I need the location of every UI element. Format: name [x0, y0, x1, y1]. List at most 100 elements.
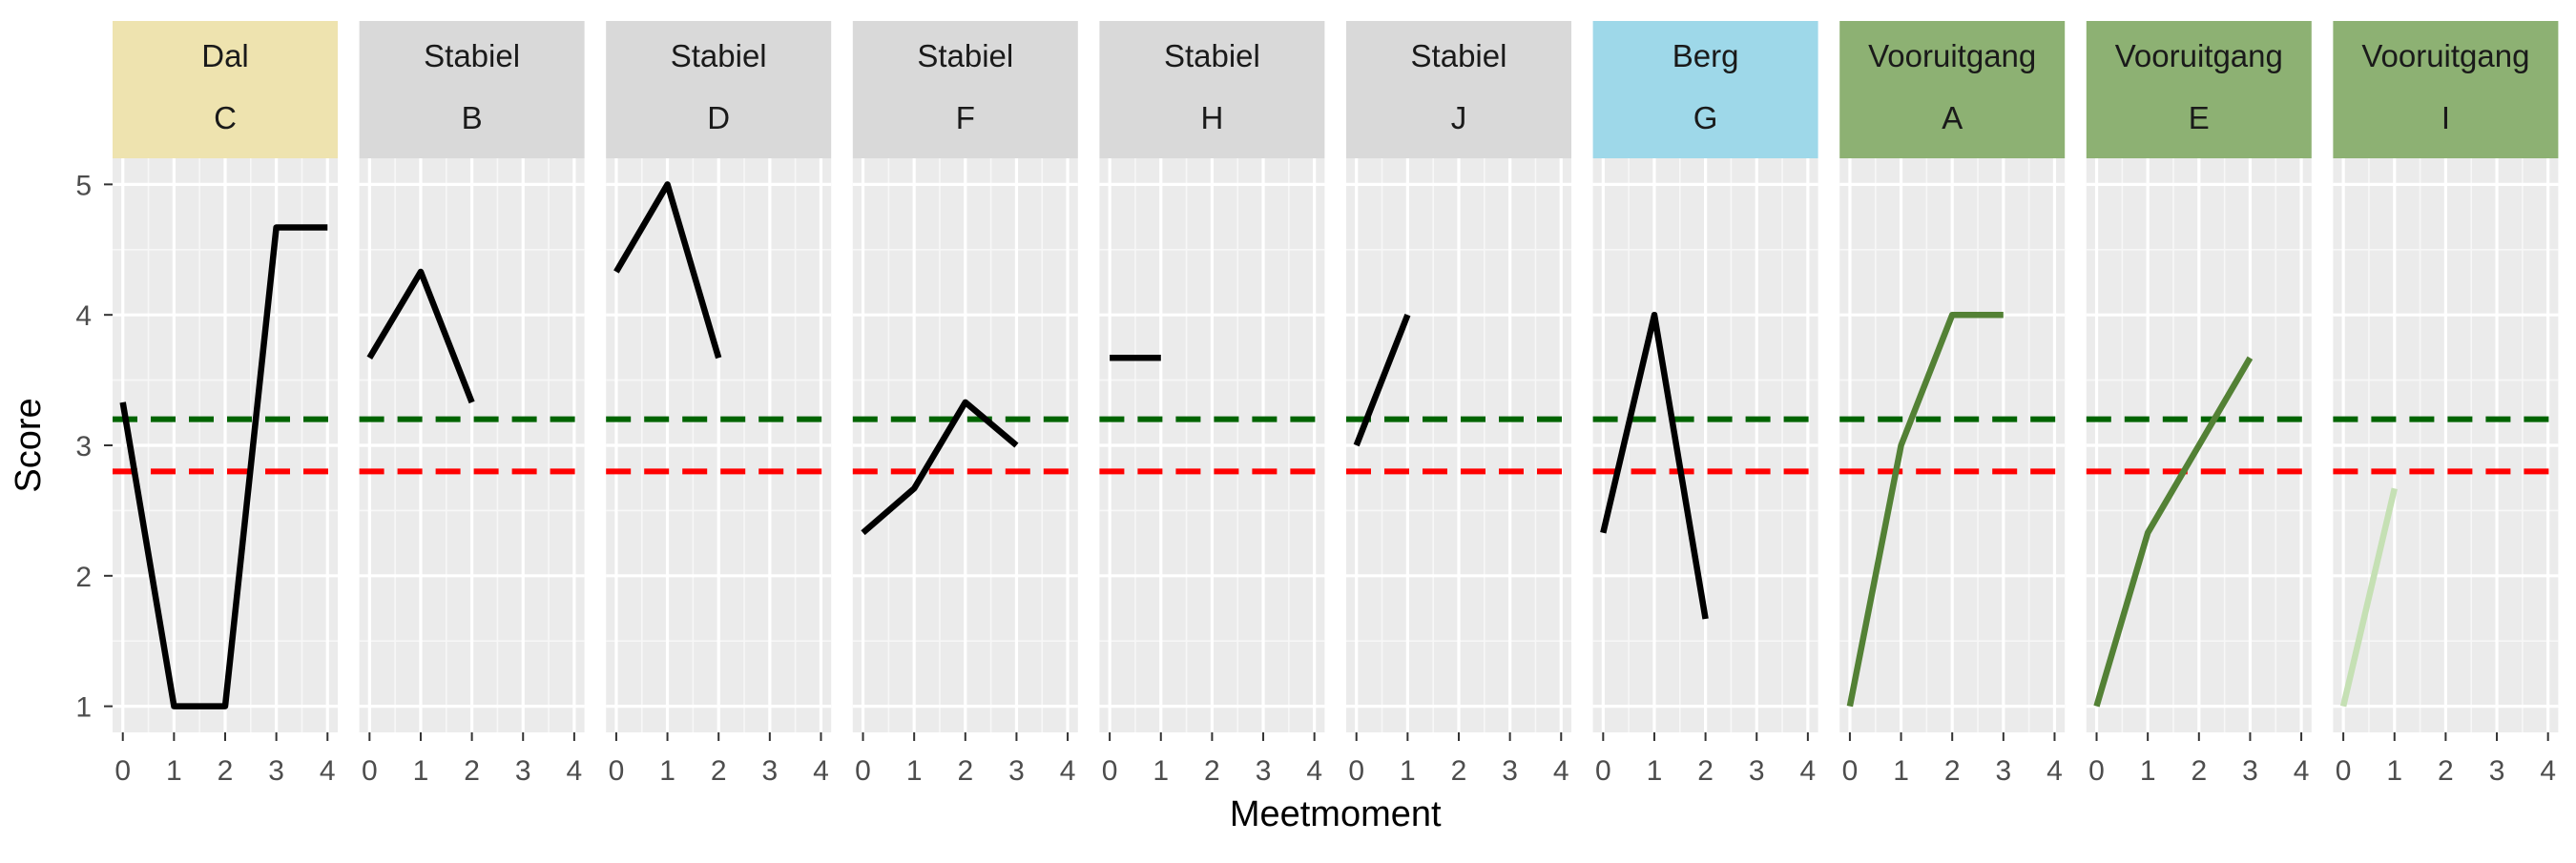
series-line-G — [1600, 311, 1709, 620]
x-tick-label: 1 — [1893, 755, 1909, 787]
series-line-I — [2339, 487, 2398, 708]
panel-I: Vooruitgang I 0 1 2 3 4 — [2333, 21, 2559, 787]
x-tick-label: 1 — [1647, 755, 1663, 787]
x-tick-label: 2 — [2438, 755, 2454, 787]
x-tick-label: 4 — [2046, 755, 2063, 787]
y-axis: 1 2 3 4 5 — [75, 170, 113, 724]
x-tick-label: 3 — [515, 755, 531, 787]
strip-background — [852, 21, 1078, 158]
strip-background — [2333, 21, 2559, 158]
strip-id-label: C — [214, 100, 237, 135]
strip-id-label: E — [2189, 100, 2210, 135]
x-tick-label: 3 — [1749, 755, 1765, 787]
x-tick-label: 2 — [1697, 755, 1714, 787]
strip-id-label: D — [707, 100, 730, 135]
strip-background — [1099, 21, 1325, 158]
x-tick-label: 1 — [2140, 755, 2156, 787]
panel-J: Stabiel J 0 1 2 3 4 — [1346, 21, 1571, 787]
x-tick-label: 1 — [2386, 755, 2402, 787]
panel-C: Dal C 0 1 2 3 4 — [113, 21, 338, 787]
x-tick-label: 0 — [2088, 755, 2105, 787]
x-tick-label: 1 — [906, 755, 923, 787]
series-line-D — [613, 181, 722, 360]
strip-id-label: A — [1942, 100, 1963, 135]
x-tick-label: 3 — [268, 755, 284, 787]
y-tick-label: 4 — [75, 300, 92, 332]
x-tick-label: 2 — [957, 755, 973, 787]
x-tick-label: 3 — [1256, 755, 1272, 787]
strip-category-label: Dal — [201, 38, 249, 73]
strip-category-label: Berg — [1672, 38, 1739, 73]
strip-category-label: Stabiel — [424, 38, 520, 73]
x-tick-label: 2 — [464, 755, 480, 787]
strip-category-label: Stabiel — [671, 38, 767, 73]
x-tick-label: 1 — [166, 755, 182, 787]
x-tick-label: 0 — [609, 755, 625, 787]
x-tick-label: 0 — [1842, 755, 1859, 787]
strip-category-label: Vooruitgang — [2115, 38, 2283, 73]
strip-background — [359, 21, 585, 158]
strip-id-label: F — [956, 100, 975, 135]
x-tick-label: 0 — [114, 755, 131, 787]
strip-id-label: H — [1200, 100, 1223, 135]
x-tick-label: 1 — [659, 755, 675, 787]
y-axis-title: Score — [9, 398, 49, 492]
x-tick-label: 3 — [1502, 755, 1518, 787]
x-tick-label: 0 — [2336, 755, 2352, 787]
x-tick-label: 0 — [1348, 755, 1364, 787]
series-line-B — [366, 268, 475, 404]
x-tick-label: 0 — [855, 755, 871, 787]
x-tick-label: 2 — [1944, 755, 1961, 787]
x-tick-label: 4 — [1306, 755, 1322, 787]
x-tick-label: 4 — [1060, 755, 1076, 787]
strip-id-label: G — [1693, 100, 1718, 135]
x-tick-label: 3 — [1995, 755, 2011, 787]
strip-category-label: Vooruitgang — [1868, 38, 2036, 73]
series-line-A — [1846, 311, 2004, 708]
y-tick-label: 1 — [75, 692, 92, 724]
panel-B: Stabiel B 0 1 2 3 4 — [359, 21, 585, 787]
x-tick-label: 2 — [1451, 755, 1467, 787]
panel-F: Stabiel F 0 1 2 3 4 — [852, 21, 1078, 787]
series-line-C — [119, 224, 328, 709]
strip-background — [606, 21, 832, 158]
x-tick-label: 2 — [2191, 755, 2207, 787]
strip-background — [2086, 21, 2312, 158]
strip-category-label: Stabiel — [1411, 38, 1507, 73]
x-tick-label: 2 — [218, 755, 234, 787]
x-tick-label: 0 — [362, 755, 378, 787]
panel-E: Vooruitgang E 0 1 2 3 4 — [2086, 21, 2312, 787]
x-tick-label: 1 — [413, 755, 429, 787]
x-tick-label: 0 — [1102, 755, 1118, 787]
strip-category-label: Stabiel — [917, 38, 1013, 73]
x-tick-label: 2 — [711, 755, 727, 787]
panel-G: Berg G 0 1 2 3 4 — [1592, 21, 1818, 787]
x-tick-label: 4 — [2294, 755, 2310, 787]
x-tick-label: 1 — [1153, 755, 1169, 787]
x-tick-label: 3 — [1008, 755, 1025, 787]
y-tick-label: 3 — [75, 431, 92, 462]
strip-background — [1592, 21, 1818, 158]
series-line-F — [861, 399, 1019, 536]
x-axis-title: Meetmoment — [1230, 794, 1442, 834]
series-line-E — [2093, 356, 2254, 708]
x-tick-label: 4 — [1553, 755, 1569, 787]
x-tick-label: 3 — [2242, 755, 2258, 787]
x-tick-label: 2 — [1204, 755, 1220, 787]
strip-id-label: B — [462, 100, 483, 135]
x-tick-label: 4 — [320, 755, 336, 787]
strip-background — [1839, 21, 2066, 158]
x-tick-label: 4 — [813, 755, 829, 787]
panel-H: Stabiel H 0 1 2 3 4 — [1099, 21, 1325, 787]
series-line-J — [1353, 314, 1411, 447]
strip-background — [1346, 21, 1571, 158]
x-tick-label: 3 — [761, 755, 778, 787]
panel-D: Stabiel D 0 1 2 3 4 — [606, 21, 832, 787]
strip-id-label: I — [2441, 100, 2450, 135]
strip-category-label: Vooruitgang — [2361, 38, 2529, 73]
y-tick-label: 5 — [75, 170, 92, 201]
x-tick-label: 1 — [1400, 755, 1416, 787]
panel-A: Vooruitgang A 0 1 2 3 4 — [1839, 21, 2066, 787]
